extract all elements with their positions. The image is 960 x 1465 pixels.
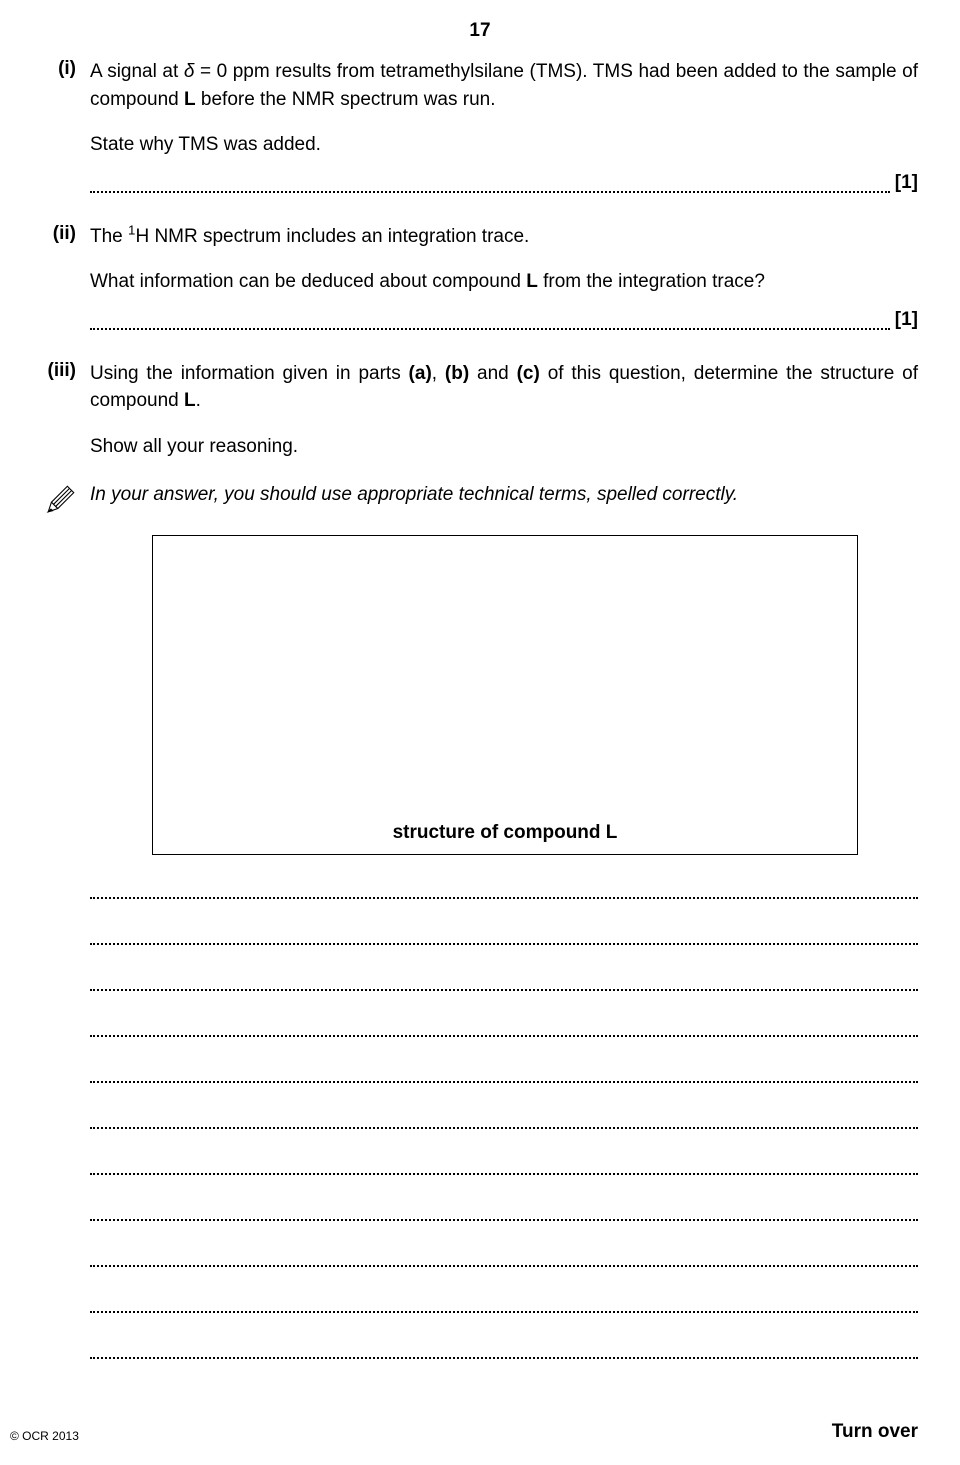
instruction-row: In your answer, you should use appropria… <box>42 482 918 527</box>
reasoning-line[interactable] <box>90 1205 918 1225</box>
reasoning-line[interactable] <box>90 1343 918 1363</box>
reasoning-line[interactable] <box>90 1113 918 1133</box>
question-label-i: (i) <box>42 58 90 80</box>
q-ii-para1: The 1H NMR spectrum includes an integrat… <box>90 223 918 251</box>
pencil-icon <box>42 482 90 516</box>
reasoning-line[interactable] <box>90 975 918 995</box>
reasoning-line[interactable] <box>90 883 918 903</box>
turn-over-text: Turn over <box>832 1421 918 1443</box>
reasoning-line[interactable] <box>90 1021 918 1041</box>
copyright-text: © OCR 2013 <box>10 1429 79 1443</box>
reasoning-line[interactable] <box>90 1159 918 1179</box>
reasoning-line[interactable] <box>90 1251 918 1271</box>
reasoning-lines <box>90 883 918 1363</box>
question-body-iii: Using the information given in parts (a)… <box>90 360 918 479</box>
question-ii: (ii) The 1H NMR spectrum includes an int… <box>42 223 918 356</box>
question-i: (i) A signal at δ = 0 ppm results from t… <box>42 58 918 219</box>
answer-box-wrap: structure of compound L <box>152 535 858 855</box>
q-iii-para2: Show all your reasoning. <box>90 433 918 461</box>
q-i-para1: A signal at δ = 0 ppm results from tetra… <box>90 58 918 113</box>
reasoning-line[interactable] <box>90 929 918 949</box>
spelling-instruction: In your answer, you should use appropria… <box>90 482 918 509</box>
page-footer: © OCR 2013 Turn over <box>0 1421 960 1443</box>
structure-answer-box[interactable]: structure of compound L <box>152 535 858 855</box>
question-body-i: A signal at δ = 0 ppm results from tetra… <box>90 58 918 219</box>
page-number: 17 <box>42 20 918 42</box>
reasoning-line[interactable] <box>90 1297 918 1317</box>
q-ii-para2: What information can be deduced about co… <box>90 268 918 296</box>
question-body-ii: The 1H NMR spectrum includes an integrat… <box>90 223 918 356</box>
q-iii-para1: Using the information given in parts (a)… <box>90 360 918 415</box>
marks-ii: [1] <box>891 306 918 334</box>
question-iii: (iii) Using the information given in par… <box>42 360 918 479</box>
marks-i: [1] <box>891 169 918 197</box>
pencil-svg <box>44 482 78 516</box>
question-label-ii: (ii) <box>42 223 90 245</box>
q-i-para2: State why TMS was added. <box>90 131 918 159</box>
answer-box-label: structure of compound L <box>393 822 618 844</box>
question-label-iii: (iii) <box>42 360 90 382</box>
exam-page: 17 (i) A signal at δ = 0 ppm results fro… <box>0 0 960 1465</box>
answer-line-i[interactable]: [1] <box>90 177 918 197</box>
answer-line-ii[interactable]: [1] <box>90 314 918 334</box>
reasoning-line[interactable] <box>90 1067 918 1087</box>
